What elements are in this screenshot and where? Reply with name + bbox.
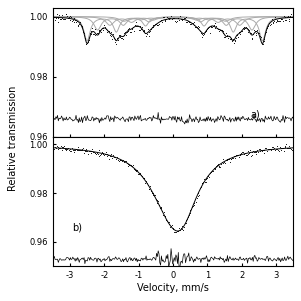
Text: a): a) (250, 110, 260, 119)
Text: Relative transmission: Relative transmission (8, 86, 17, 191)
X-axis label: Velocity, mm/s: Velocity, mm/s (137, 283, 209, 293)
Text: b): b) (72, 222, 82, 232)
